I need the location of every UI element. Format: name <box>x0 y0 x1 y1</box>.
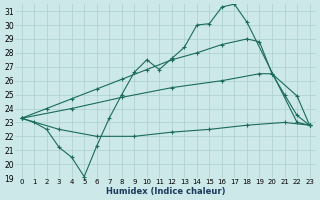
X-axis label: Humidex (Indice chaleur): Humidex (Indice chaleur) <box>106 187 225 196</box>
